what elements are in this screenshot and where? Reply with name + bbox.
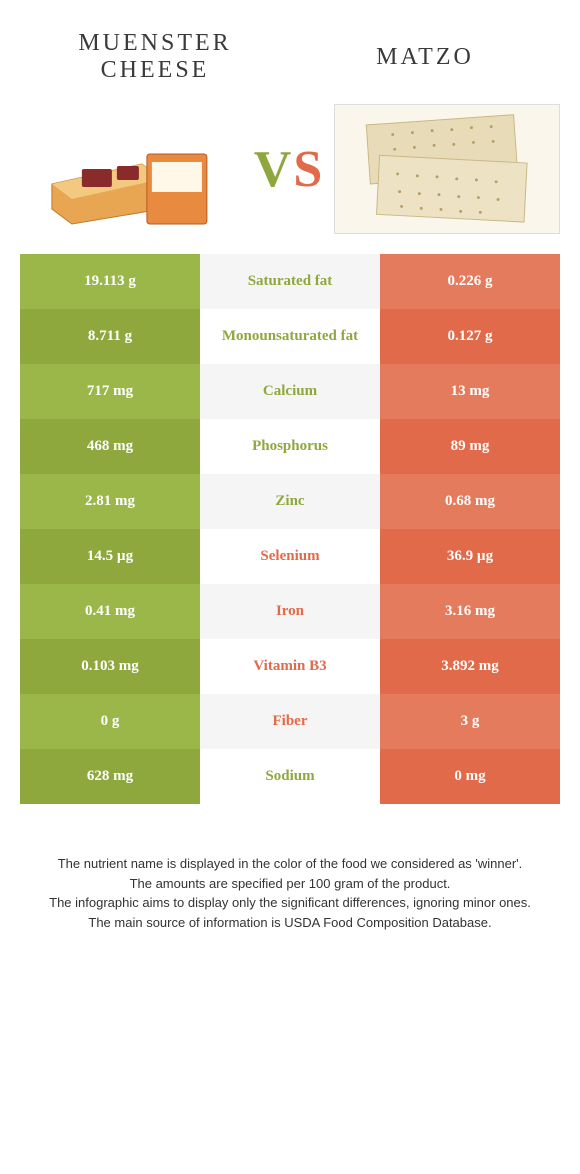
left-value: 2.81 mg — [20, 474, 200, 529]
footer-notes: The nutrient name is displayed in the co… — [0, 804, 580, 952]
cheese-image — [20, 104, 244, 234]
cheese-icon — [20, 104, 244, 234]
right-value: 0.127 g — [380, 309, 560, 364]
left-food-title: Muenster cheese — [20, 30, 290, 84]
right-value: 36.9 µg — [380, 529, 560, 584]
left-value: 0.103 mg — [20, 639, 200, 694]
nutrient-label: Monounsaturated fat — [200, 309, 380, 364]
table-row: 14.5 µgSelenium36.9 µg — [20, 529, 560, 584]
table-row: 628 mgSodium0 mg — [20, 749, 560, 804]
right-value: 3.892 mg — [380, 639, 560, 694]
nutrient-label: Zinc — [200, 474, 380, 529]
right-value: 0.226 g — [380, 254, 560, 309]
nutrient-label: Selenium — [200, 529, 380, 584]
footer-line-1: The nutrient name is displayed in the co… — [30, 854, 550, 874]
vs-v: V — [254, 141, 294, 198]
left-value: 717 mg — [20, 364, 200, 419]
left-value: 628 mg — [20, 749, 200, 804]
images-row: VS — [0, 94, 580, 254]
nutrient-label: Calcium — [200, 364, 380, 419]
table-row: 8.711 gMonounsaturated fat0.127 g — [20, 309, 560, 364]
left-value: 0.41 mg — [20, 584, 200, 639]
nutrient-label: Iron — [200, 584, 380, 639]
nutrient-label: Vitamin B3 — [200, 639, 380, 694]
right-value: 3 g — [380, 694, 560, 749]
table-row: 0.41 mgIron3.16 mg — [20, 584, 560, 639]
vs-s: S — [293, 141, 324, 198]
footer-line-3: The infographic aims to display only the… — [30, 893, 550, 913]
matzo-image — [334, 104, 560, 234]
left-value: 19.113 g — [20, 254, 200, 309]
footer-line-4: The main source of information is USDA F… — [30, 913, 550, 933]
matzo-icon — [335, 105, 559, 233]
footer-line-2: The amounts are specified per 100 gram o… — [30, 874, 550, 894]
nutrient-label: Saturated fat — [200, 254, 380, 309]
table-row: 2.81 mgZinc0.68 mg — [20, 474, 560, 529]
table-row: 0.103 mgVitamin B33.892 mg — [20, 639, 560, 694]
table-row: 0 gFiber3 g — [20, 694, 560, 749]
nutrient-label: Phosphorus — [200, 419, 380, 474]
right-value: 89 mg — [380, 419, 560, 474]
right-title-col: Matzo — [290, 44, 560, 71]
table-row: 468 mgPhosphorus89 mg — [20, 419, 560, 474]
nutrient-label: Sodium — [200, 749, 380, 804]
right-food-title: Matzo — [290, 44, 560, 71]
table-row: 717 mgCalcium13 mg — [20, 364, 560, 419]
comparison-table: 19.113 gSaturated fat0.226 g8.711 gMonou… — [20, 254, 560, 804]
header-row: Muenster cheese Matzo — [0, 0, 580, 94]
left-value: 8.711 g — [20, 309, 200, 364]
left-title-col: Muenster cheese — [20, 30, 290, 84]
left-value: 0 g — [20, 694, 200, 749]
right-value: 3.16 mg — [380, 584, 560, 639]
right-value: 0 mg — [380, 749, 560, 804]
left-value: 468 mg — [20, 419, 200, 474]
right-value: 13 mg — [380, 364, 560, 419]
table-row: 19.113 gSaturated fat0.226 g — [20, 254, 560, 309]
vs-label: VS — [254, 140, 324, 199]
left-value: 14.5 µg — [20, 529, 200, 584]
nutrient-label: Fiber — [200, 694, 380, 749]
right-value: 0.68 mg — [380, 474, 560, 529]
